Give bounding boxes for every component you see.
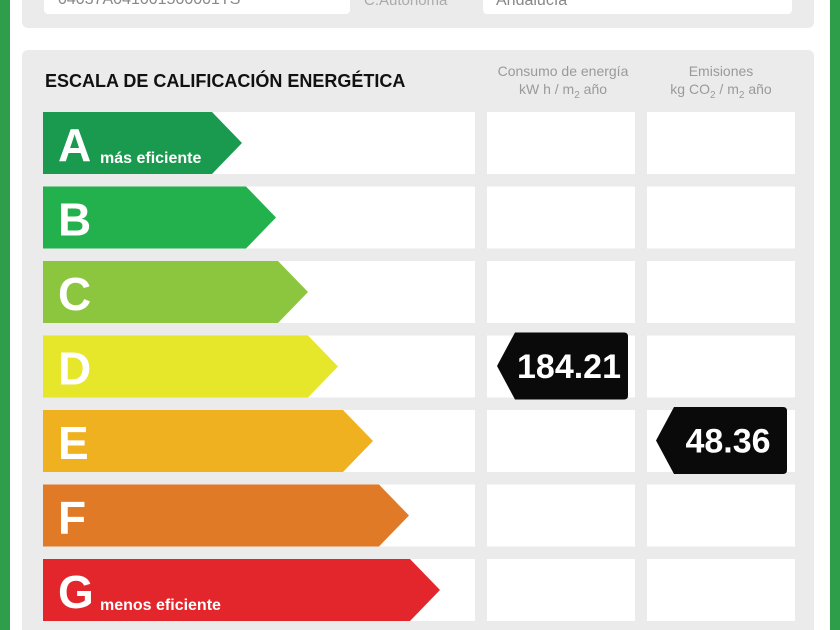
rating-letter: A [58, 119, 91, 171]
rating-badge [656, 407, 787, 474]
rating-badge [497, 332, 628, 400]
region: Andalucía [496, 0, 567, 9]
row-cell [647, 484, 795, 547]
rating-letter: E [58, 417, 89, 469]
badge-value: 48.36 [685, 423, 770, 461]
row-cell [487, 112, 635, 174]
row-cell [487, 484, 635, 547]
row-cell [647, 112, 795, 174]
rating-note: más eficiente [100, 150, 201, 167]
region-field [483, 0, 792, 14]
row-cell [647, 335, 795, 398]
right-border [830, 0, 840, 630]
column-unit: kg CO2 / m2 año [670, 81, 772, 101]
rating-letter: C [58, 268, 91, 320]
row-cell [487, 559, 635, 621]
region-label: C.Autónoma [364, 0, 448, 9]
rating-letter: G [58, 566, 94, 618]
rating-arrow [43, 410, 373, 472]
rating-arrow [43, 186, 276, 249]
column-unit: kW h / m2 año [519, 81, 607, 101]
column-title: Emisiones [689, 63, 754, 79]
rating-arrow [43, 261, 308, 323]
row-cell [487, 186, 635, 249]
rating-letter: F [58, 492, 86, 544]
rating-arrow [43, 112, 242, 174]
rating-arrow [43, 559, 440, 621]
row-cell [647, 186, 795, 249]
reference: 04037A041001500001TS [58, 0, 240, 8]
rating-arrow [43, 335, 338, 398]
rating-letter: B [58, 194, 91, 246]
rating-letter: D [58, 343, 91, 395]
rating-arrow [43, 484, 409, 547]
badge-value: 184.21 [517, 348, 621, 386]
row-cell [647, 261, 795, 323]
row-cell [487, 261, 635, 323]
rating-note: menos eficiente [100, 597, 221, 614]
row-cell [487, 410, 635, 472]
column-title: Consumo de energía [498, 63, 629, 79]
left-border [0, 0, 10, 630]
row-cell [647, 559, 795, 621]
reference-field [44, 0, 350, 14]
scale-title: ESCALA DE CALIFICACIÓN ENERGÉTICA [45, 70, 405, 91]
